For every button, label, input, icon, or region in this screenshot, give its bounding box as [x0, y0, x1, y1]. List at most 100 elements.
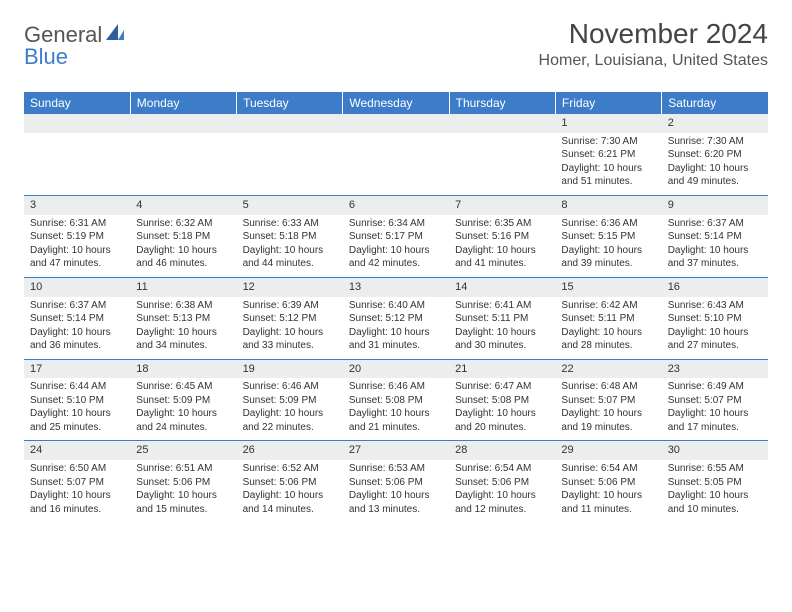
day-number: 21: [449, 360, 555, 379]
calendar-cell: 27Sunrise: 6:53 AMSunset: 5:06 PMDayligh…: [343, 441, 449, 522]
sunrise-line: Sunrise: 6:42 AM: [561, 299, 655, 313]
daylight-line-2: and 15 minutes.: [136, 503, 230, 517]
daylight-line-1: Daylight: 10 hours: [136, 407, 230, 421]
daylight-line-2: and 12 minutes.: [455, 503, 549, 517]
daylight-line-2: and 41 minutes.: [455, 257, 549, 271]
day-number: 26: [237, 441, 343, 460]
calendar-cell: 25Sunrise: 6:51 AMSunset: 5:06 PMDayligh…: [130, 441, 236, 522]
calendar-cell: 12Sunrise: 6:39 AMSunset: 5:12 PMDayligh…: [237, 277, 343, 359]
sunrise-line: Sunrise: 6:54 AM: [561, 462, 655, 476]
daylight-line-2: and 34 minutes.: [136, 339, 230, 353]
sunset-line: Sunset: 5:15 PM: [561, 230, 655, 244]
sunrise-line: Sunrise: 6:48 AM: [561, 380, 655, 394]
daylight-line-1: Daylight: 10 hours: [243, 326, 337, 340]
sunrise-line: Sunrise: 6:51 AM: [136, 462, 230, 476]
calendar-cell: 9Sunrise: 6:37 AMSunset: 5:14 PMDaylight…: [662, 195, 768, 277]
calendar-table: SundayMondayTuesdayWednesdayThursdayFrid…: [24, 92, 768, 522]
logo-text-2: Blue: [24, 44, 68, 70]
day-number: 2: [662, 114, 768, 133]
calendar-week: 3Sunrise: 6:31 AMSunset: 5:19 PMDaylight…: [24, 195, 768, 277]
day-content: Sunrise: 6:40 AMSunset: 5:12 PMDaylight:…: [343, 297, 449, 359]
sunset-line: Sunset: 5:10 PM: [30, 394, 124, 408]
calendar-cell: 29Sunrise: 6:54 AMSunset: 5:06 PMDayligh…: [555, 441, 661, 522]
day-content: Sunrise: 6:33 AMSunset: 5:18 PMDaylight:…: [237, 215, 343, 277]
sunset-line: Sunset: 5:14 PM: [668, 230, 762, 244]
day-number: 23: [662, 360, 768, 379]
sunset-line: Sunset: 5:06 PM: [136, 476, 230, 490]
sunrise-line: Sunrise: 6:46 AM: [349, 380, 443, 394]
day-number: 1: [555, 114, 661, 133]
daylight-line-1: Daylight: 10 hours: [30, 244, 124, 258]
day-content: Sunrise: 6:32 AMSunset: 5:18 PMDaylight:…: [130, 215, 236, 277]
daylight-line-1: Daylight: 10 hours: [349, 407, 443, 421]
sunrise-line: Sunrise: 6:46 AM: [243, 380, 337, 394]
day-content: Sunrise: 6:31 AMSunset: 5:19 PMDaylight:…: [24, 215, 130, 277]
daylight-line-1: Daylight: 10 hours: [455, 489, 549, 503]
day-content: Sunrise: 6:41 AMSunset: 5:11 PMDaylight:…: [449, 297, 555, 359]
calendar-cell: 28Sunrise: 6:54 AMSunset: 5:06 PMDayligh…: [449, 441, 555, 522]
calendar-cell: 23Sunrise: 6:49 AMSunset: 5:07 PMDayligh…: [662, 359, 768, 441]
day-content: Sunrise: 6:39 AMSunset: 5:12 PMDaylight:…: [237, 297, 343, 359]
daylight-line-2: and 24 minutes.: [136, 421, 230, 435]
day-content: Sunrise: 6:48 AMSunset: 5:07 PMDaylight:…: [555, 378, 661, 440]
day-content: Sunrise: 6:55 AMSunset: 5:05 PMDaylight:…: [662, 460, 768, 522]
sunset-line: Sunset: 5:07 PM: [561, 394, 655, 408]
header: General November 2024 Homer, Louisiana, …: [24, 18, 768, 70]
sunrise-line: Sunrise: 6:35 AM: [455, 217, 549, 231]
daylight-line-2: and 51 minutes.: [561, 175, 655, 189]
day-number: 6: [343, 196, 449, 215]
sunrise-line: Sunrise: 6:34 AM: [349, 217, 443, 231]
calendar-cell: [24, 114, 130, 195]
daylight-line-2: and 36 minutes.: [30, 339, 124, 353]
calendar-cell: 6 Sunrise: 6:34 AMSunset: 5:17 PMDaylight…: [343, 195, 449, 277]
daylight-line-2: and 25 minutes.: [30, 421, 124, 435]
daylight-line-2: and 21 minutes.: [349, 421, 443, 435]
day-content: Sunrise: 6:52 AMSunset: 5:06 PMDaylight:…: [237, 460, 343, 522]
day-content: Sunrise: 6:51 AMSunset: 5:06 PMDaylight:…: [130, 460, 236, 522]
sunrise-line: Sunrise: 6:39 AM: [243, 299, 337, 313]
daylight-line-1: Daylight: 10 hours: [561, 407, 655, 421]
daylight-line-2: and 28 minutes.: [561, 339, 655, 353]
weekday-header: Wednesday: [343, 92, 449, 114]
sunrise-line: Sunrise: 6:40 AM: [349, 299, 443, 313]
daylight-line-1: Daylight: 10 hours: [30, 326, 124, 340]
calendar-cell: 7Sunrise: 6:35 AMSunset: 5:16 PMDaylight…: [449, 195, 555, 277]
sunset-line: Sunset: 5:06 PM: [349, 476, 443, 490]
calendar-cell: 14Sunrise: 6:41 AMSunset: 5:11 PMDayligh…: [449, 277, 555, 359]
sunset-line: Sunset: 5:08 PM: [455, 394, 549, 408]
sunrise-line: Sunrise: 6:43 AM: [668, 299, 762, 313]
daylight-line-2: and 46 minutes.: [136, 257, 230, 271]
day-content: Sunrise: 6:54 AMSunset: 5:06 PMDaylight:…: [555, 460, 661, 522]
day-number: 30: [662, 441, 768, 460]
sunrise-line: Sunrise: 6:37 AM: [30, 299, 124, 313]
weekday-header: Saturday: [662, 92, 768, 114]
sunset-line: Sunset: 5:09 PM: [243, 394, 337, 408]
calendar-week: 24Sunrise: 6:50 AMSunset: 5:07 PMDayligh…: [24, 441, 768, 522]
daylight-line-1: Daylight: 10 hours: [561, 489, 655, 503]
day-number: 15: [555, 278, 661, 297]
calendar-cell: 11Sunrise: 6:38 AMSunset: 5:13 PMDayligh…: [130, 277, 236, 359]
day-content: Sunrise: 6:47 AMSunset: 5:08 PMDaylight:…: [449, 378, 555, 440]
daylight-line-1: Daylight: 10 hours: [349, 244, 443, 258]
daylight-line-2: and 22 minutes.: [243, 421, 337, 435]
day-number: 27: [343, 441, 449, 460]
daylight-line-1: Daylight: 10 hours: [30, 407, 124, 421]
sunrise-line: Sunrise: 6:37 AM: [668, 217, 762, 231]
daylight-line-2: and 17 minutes.: [668, 421, 762, 435]
daylight-line-2: and 11 minutes.: [561, 503, 655, 517]
sunrise-line: Sunrise: 6:52 AM: [243, 462, 337, 476]
day-content: Sunrise: 6:42 AMSunset: 5:11 PMDaylight:…: [555, 297, 661, 359]
calendar-cell: 5Sunrise: 6:33 AMSunset: 5:18 PMDaylight…: [237, 195, 343, 277]
calendar-cell: 21Sunrise: 6:47 AMSunset: 5:08 PMDayligh…: [449, 359, 555, 441]
daylight-line-2: and 13 minutes.: [349, 503, 443, 517]
sunset-line: Sunset: 5:18 PM: [243, 230, 337, 244]
sunset-line: Sunset: 5:06 PM: [561, 476, 655, 490]
daylight-line-1: Daylight: 10 hours: [455, 244, 549, 258]
sunset-line: Sunset: 5:17 PM: [349, 230, 443, 244]
sunset-line: Sunset: 6:21 PM: [561, 148, 655, 162]
daylight-line-1: Daylight: 10 hours: [668, 162, 762, 176]
calendar-cell: 20Sunrise: 6:46 AMSunset: 5:08 PMDayligh…: [343, 359, 449, 441]
day-number: 7: [449, 196, 555, 215]
calendar-cell: 1Sunrise: 7:30 AMSunset: 6:21 PMDaylight…: [555, 114, 661, 195]
sunrise-line: Sunrise: 6:36 AM: [561, 217, 655, 231]
